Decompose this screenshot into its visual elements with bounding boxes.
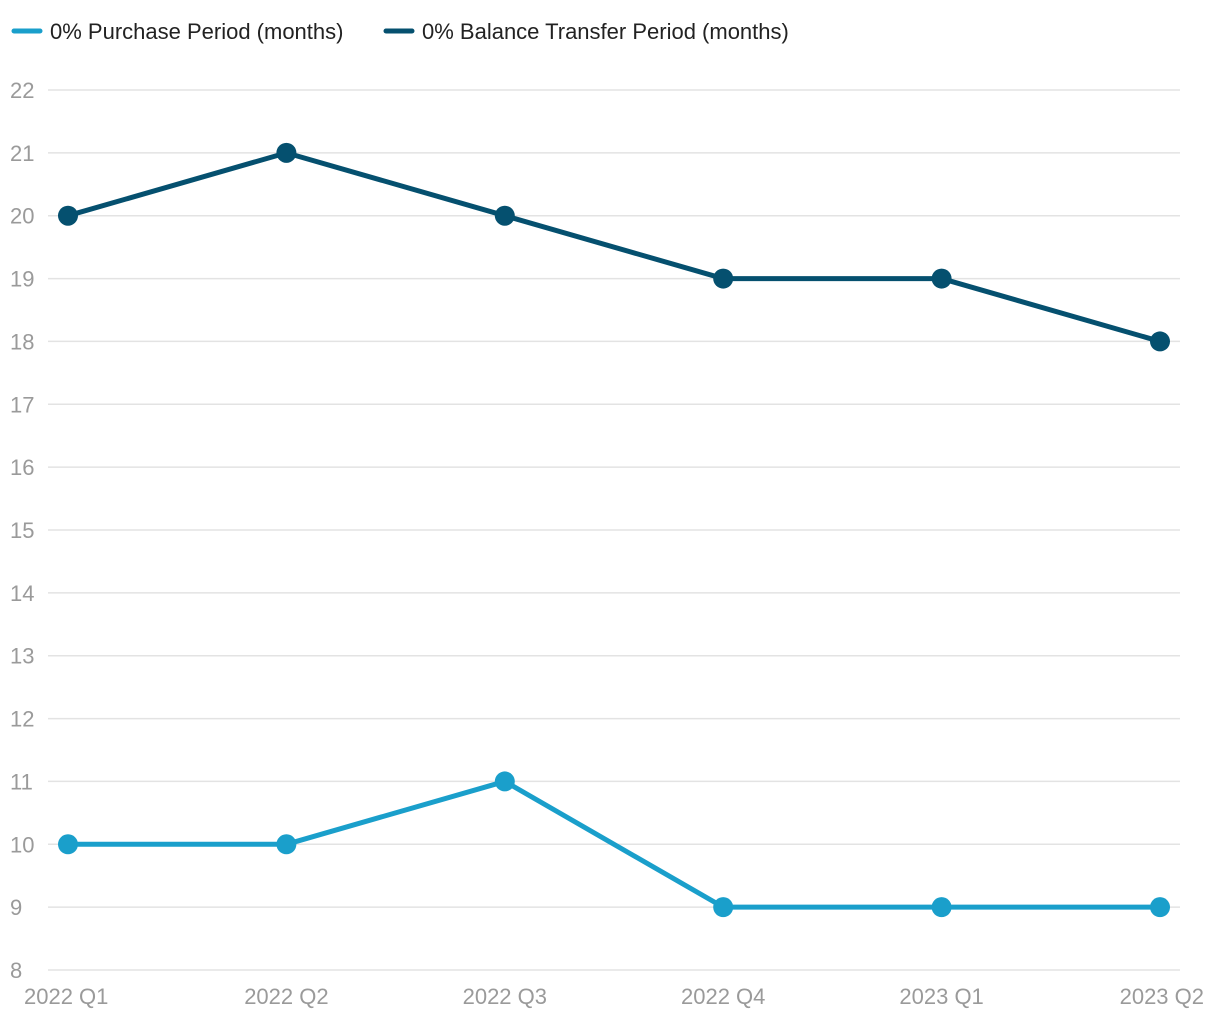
x-tick-label-2022-q4: 2022 Q4 [681,984,765,1009]
y-tick-label-11: 11 [10,769,33,794]
series-purchase-period [58,771,1170,918]
series-balance-transfer-period [58,142,1170,352]
y-tick-label-12: 12 [10,707,34,732]
data-point-purchase-period-2022-q1 [58,834,78,855]
data-point-balance-transfer-period-2022-q1 [58,205,78,226]
data-point-balance-transfer-period-2022-q4 [713,268,734,289]
x-tick-label-2022-q2: 2022 Q2 [244,984,328,1009]
y-tick-label-13: 13 [10,644,34,669]
x-tick-label-2022-q3: 2022 Q3 [463,984,547,1009]
legend-label-purchase-period: 0% Purchase Period (months) [50,19,343,44]
y-tick-label-22: 22 [10,78,34,103]
y-axis-tick-labels: 8 9 10 11 12 13 14 15 16 17 18 19 20 21 22 [10,78,34,983]
data-point-balance-transfer-period-2022-q3 [494,205,515,226]
data-point-purchase-period-2023-q1 [931,897,952,918]
y-gridlines [48,89,1180,971]
x-tick-label-2023-q2: 2023 Q2 [1120,984,1204,1009]
data-point-purchase-period-2022-q4 [713,897,734,918]
series-layer [58,142,1170,918]
series-line-purchase-period [65,778,1163,910]
x-tick-label-2023-q1: 2023 Q1 [899,984,983,1009]
data-point-balance-transfer-period-2022-q2 [276,142,297,163]
data-point-balance-transfer-period-2023-q2 [1150,331,1170,352]
x-tick-label-2022-q1: 2022 Q1 [24,984,108,1009]
y-tick-label-10: 10 [10,832,34,857]
data-point-purchase-period-2022-q2 [276,834,297,855]
y-tick-label-14: 14 [10,581,34,606]
y-tick-label-15: 15 [10,518,34,543]
y-tick-label-16: 16 [10,455,34,480]
y-tick-label-8: 8 [10,958,22,983]
y-tick-label-9: 9 [10,895,22,920]
y-tick-label-20: 20 [10,204,34,229]
y-tick-label-18: 18 [10,329,34,354]
data-point-purchase-period-2023-q2 [1150,897,1170,918]
data-point-purchase-period-2022-q3 [494,771,515,792]
legend-label-balance-transfer-period: 0% Balance Transfer Period (months) [422,19,789,44]
x-axis-tick-labels: 2022 Q1 2022 Q2 2022 Q3 2022 Q4 2023 Q1 2023 … [24,984,1204,1009]
y-tick-label-17: 17 [10,392,34,417]
data-point-balance-transfer-period-2023-q1 [931,268,952,289]
series-line-balance-transfer-period [65,150,1163,344]
y-tick-label-19: 19 [10,267,34,292]
chart-legend: 0% Purchase Period (months) 0% Balance T… [11,19,789,44]
y-tick-label-21: 21 [10,141,34,166]
